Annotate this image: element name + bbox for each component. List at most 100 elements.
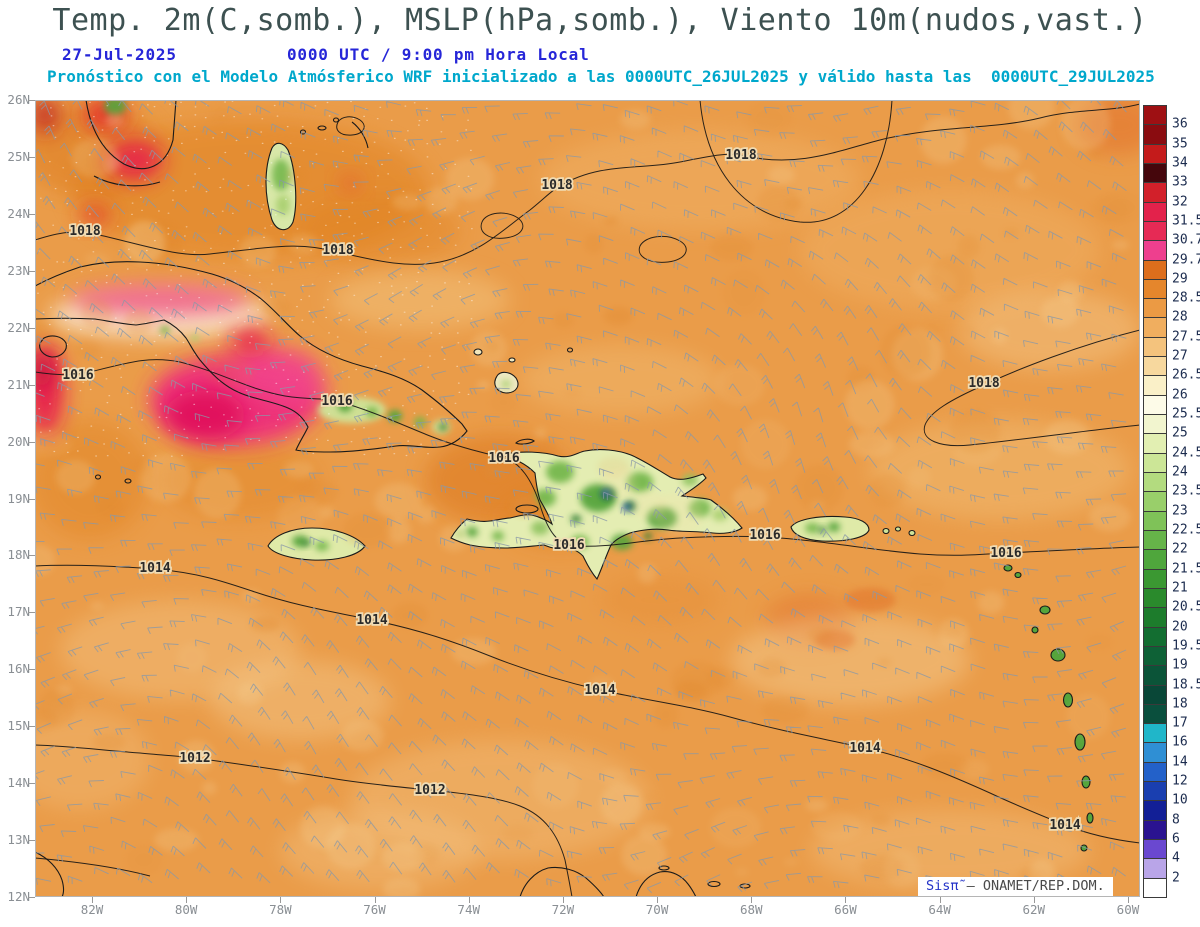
lat-label: 23N [7, 262, 30, 278]
lon-label: 80W [174, 902, 198, 917]
colorbar-swatch [1143, 549, 1167, 570]
pressure-label: 1016 [488, 451, 519, 466]
colorbar-swatch [1143, 356, 1167, 377]
colorbar-swatch [1143, 626, 1167, 647]
colorbar-label: 24.5 [1172, 445, 1200, 461]
lon-tick [468, 897, 470, 903]
lon-tick [1033, 897, 1035, 903]
colorbar-label: 28.5 [1172, 290, 1200, 306]
colorbar-swatch [1143, 645, 1167, 667]
pressure-label: 1014 [139, 561, 170, 576]
colorbar-label: 10 [1172, 792, 1188, 808]
colorbar-swatch [1143, 665, 1167, 686]
lon-tick [186, 897, 188, 903]
lat-tick [28, 213, 35, 215]
pressure-label: 1014 [849, 741, 880, 756]
colorbar-label: 30.7 [1172, 232, 1200, 248]
pressure-label: 1012 [179, 751, 210, 766]
wind-barbs [35, 100, 1127, 894]
colorbar-label: 22 [1172, 541, 1188, 557]
lat-label: 19N [7, 490, 30, 506]
pressure-label: 1014 [1049, 818, 1080, 833]
lat-label: 13N [7, 832, 30, 848]
lat-tick [28, 384, 35, 386]
pressure-label: 1018 [322, 243, 353, 258]
lat-label: 17N [7, 604, 30, 620]
colorbar-label: 25 [1172, 425, 1188, 441]
colorbar-swatch [1143, 742, 1167, 763]
lat-tick [28, 270, 35, 272]
colorbar-label: 4 [1172, 850, 1180, 866]
colorbar-label: 17 [1172, 715, 1188, 731]
lat-label: 25N [7, 148, 30, 164]
lon-label: 64W [928, 902, 951, 917]
lon-tick [845, 897, 847, 903]
lon-label: 78W [269, 902, 292, 917]
pressure-label: 1018 [69, 224, 100, 239]
colorbar-label: 18 [1172, 696, 1188, 712]
lon-tick [657, 897, 659, 903]
colorbar-label: 20.5 [1172, 599, 1200, 615]
pressure-label: 1018 [541, 178, 572, 193]
lon-tick [280, 897, 282, 903]
lat-label: 22N [7, 319, 30, 335]
colorbar-swatch [1143, 491, 1167, 512]
colorbar-swatch [1143, 452, 1167, 474]
colorbar-swatch [1143, 510, 1167, 531]
colorbar-label: 29.7 [1172, 252, 1200, 268]
temperature-colorbar: 36 35 34 33 32 31.5 30.7 29.7 29 28.5 28 27.5 27 26.5… [1143, 105, 1200, 905]
colorbar-swatch [1143, 375, 1167, 396]
colorbar-label: 6 [1172, 831, 1180, 847]
colorbar-label: 36 [1172, 116, 1188, 132]
lat-tick [28, 840, 35, 842]
colorbar-label: 2 [1172, 870, 1180, 886]
lat-label: 14N [7, 775, 30, 791]
lat-label: 15N [7, 718, 30, 734]
colorbar-swatch [1143, 259, 1167, 280]
lat-label: 18N [7, 547, 30, 563]
pressure-contours [35, 100, 1140, 897]
colorbar-label: 34 [1172, 155, 1188, 171]
colorbar-label: 33 [1172, 174, 1188, 190]
lat-label: 21N [7, 376, 30, 392]
colorbar-label: 26.5 [1172, 367, 1200, 383]
lat-tick [28, 612, 35, 614]
lat-label: 24N [7, 205, 30, 221]
colorbar-swatch [1143, 220, 1167, 242]
colorbar-swatch [1143, 607, 1167, 628]
lat-tick [28, 100, 35, 101]
colorbar-swatch [1143, 336, 1167, 358]
colorbar-label: 8 [1172, 812, 1180, 828]
colorbar-label: 26 [1172, 387, 1188, 403]
colorbar-swatch [1143, 877, 1167, 898]
pressure-label: 1016 [62, 368, 93, 383]
lat-label: 26N [7, 92, 30, 107]
colorbar-label: 32 [1172, 194, 1188, 210]
pressure-label: 1016 [990, 546, 1021, 561]
lat-label: 16N [7, 661, 30, 677]
colorbar-swatch [1143, 781, 1167, 802]
pressure-label: 1014 [584, 683, 615, 698]
lon-tick [1127, 897, 1129, 903]
lon-tick [939, 897, 941, 903]
lat-tick [28, 669, 35, 671]
colorbar-label: 23 [1172, 503, 1188, 519]
lat-tick [28, 156, 35, 158]
lon-label: 66W [834, 902, 857, 917]
lat-tick [28, 726, 35, 728]
forecast-valid-time: 0000 UTC / 9:00 pm Hora Local [287, 45, 590, 64]
colorbar-label: 27 [1172, 348, 1188, 364]
colorbar-label: 14 [1172, 754, 1188, 770]
lon-tick [751, 897, 753, 903]
page-title: Temp. 2m(C,somb.), MSLP(hPa,somb.), Vien… [52, 3, 1148, 38]
colorbar-swatch [1143, 839, 1167, 860]
colorbar-label: 27.5 [1172, 329, 1200, 345]
plot-frame [35, 100, 1140, 897]
colorbar-label: 28 [1172, 309, 1188, 325]
colorbar-swatch [1143, 684, 1167, 705]
lon-label: 74W [457, 902, 480, 917]
lon-label: 68W [739, 902, 763, 917]
lon-label: 70W [645, 902, 669, 917]
forecast-date: 27-Jul-2025 [62, 45, 177, 64]
